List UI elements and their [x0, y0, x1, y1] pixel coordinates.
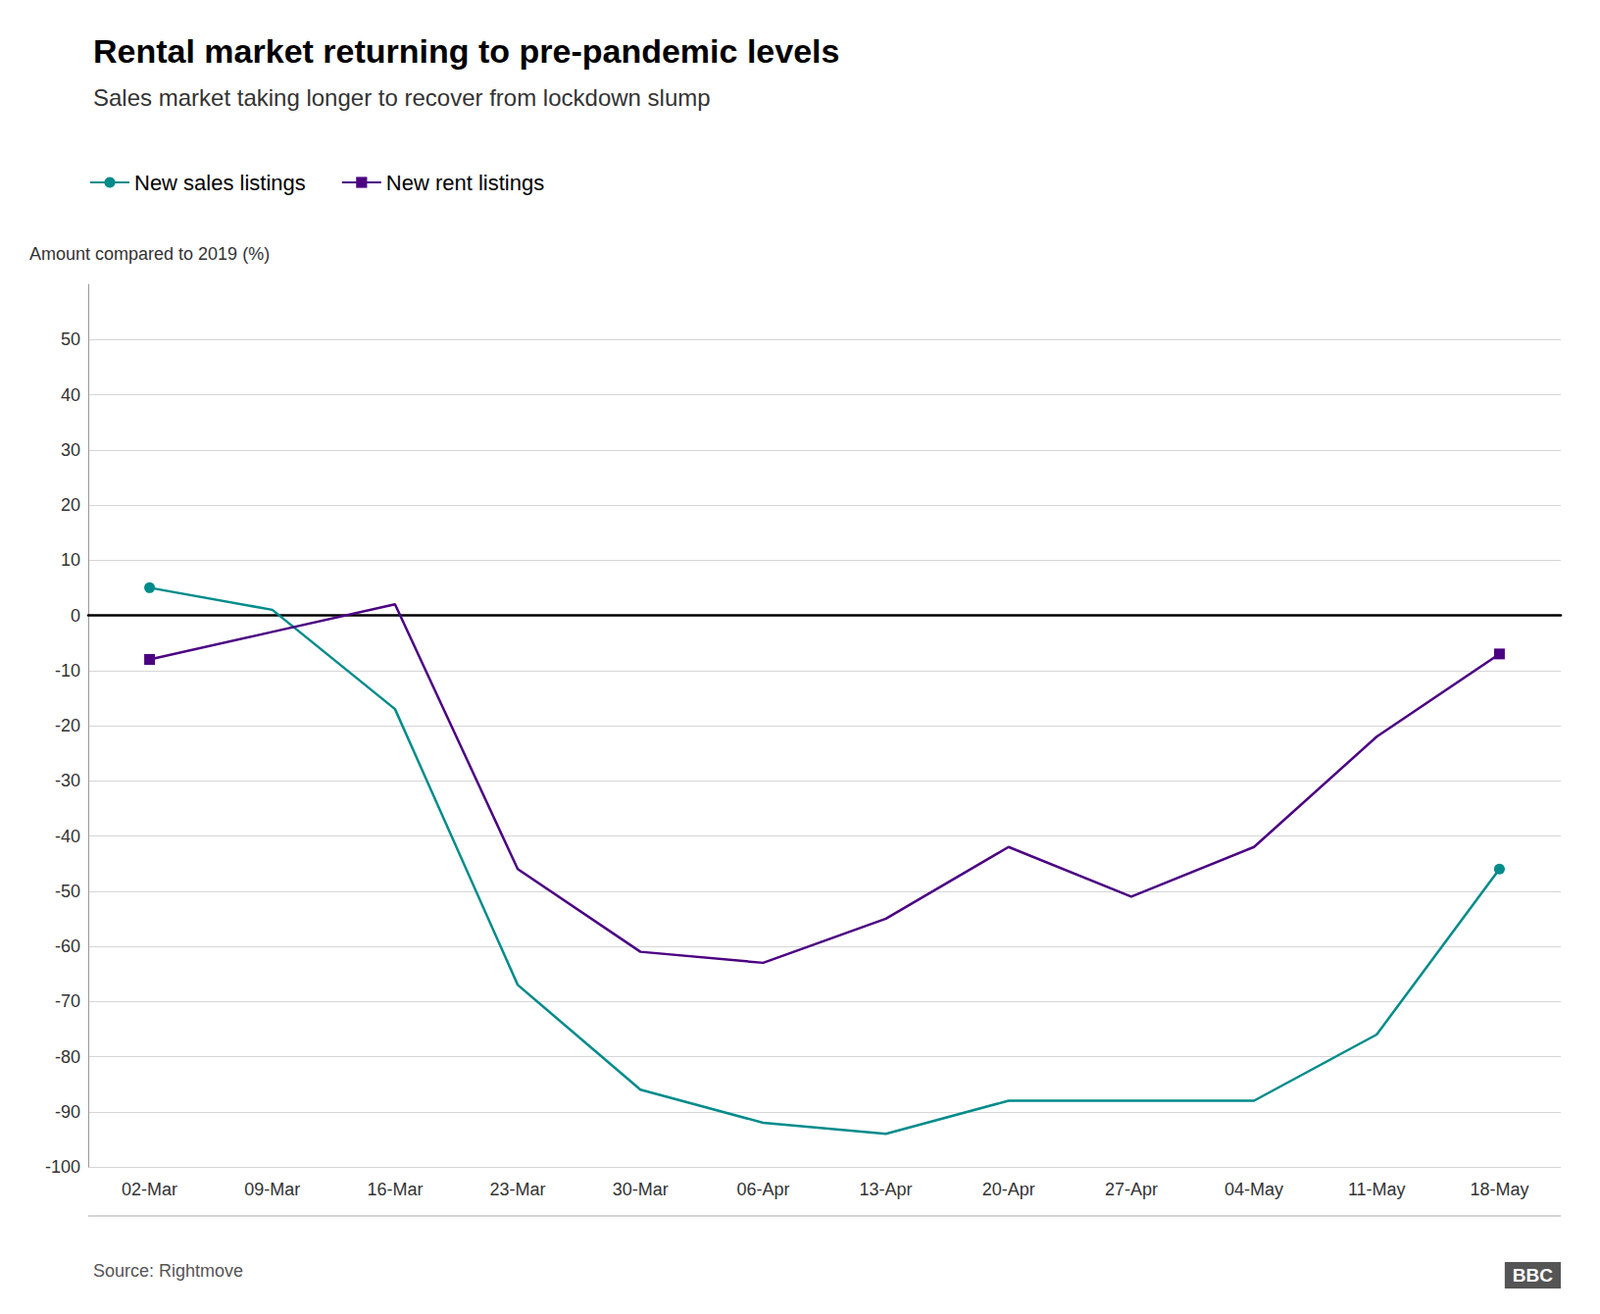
svg-text:-60: -60 — [54, 936, 81, 956]
svg-text:-40: -40 — [54, 826, 81, 847]
svg-text:-70: -70 — [54, 991, 81, 1011]
svg-text:0: 0 — [70, 605, 81, 626]
svg-text:27-Apr: 27-Apr — [1104, 1179, 1158, 1200]
svg-text:40: 40 — [60, 385, 81, 405]
svg-text:30-Mar: 30-Mar — [612, 1179, 669, 1200]
svg-text:09-Mar: 09-Mar — [244, 1179, 300, 1200]
svg-text:20-Apr: 20-Apr — [982, 1179, 1036, 1200]
svg-text:11-May: 11-May — [1348, 1179, 1406, 1200]
svg-text:-90: -90 — [54, 1101, 81, 1122]
svg-text:23-Mar: 23-Mar — [490, 1179, 547, 1200]
svg-text:-100: -100 — [45, 1156, 81, 1177]
svg-text:16-Mar: 16-Mar — [366, 1179, 423, 1200]
svg-text:06-Apr: 06-Apr — [736, 1179, 790, 1200]
svg-text:10: 10 — [60, 550, 81, 570]
svg-text:-10: -10 — [54, 660, 81, 681]
svg-text:Amount compared to 2019 (%): Amount compared to 2019 (%) — [29, 244, 270, 264]
svg-text:-80: -80 — [54, 1047, 81, 1067]
svg-text:04-May: 04-May — [1224, 1179, 1284, 1200]
svg-text:-30: -30 — [54, 770, 81, 791]
svg-text:New rent listings: New rent listings — [386, 170, 545, 196]
svg-text:50: 50 — [60, 329, 81, 350]
svg-text:Source: Rightmove: Source: Rightmove — [93, 1260, 244, 1281]
svg-text:-50: -50 — [54, 881, 81, 901]
svg-text:30: 30 — [60, 440, 81, 460]
svg-text:New sales listings: New sales listings — [134, 170, 306, 196]
svg-text:18-May: 18-May — [1469, 1179, 1529, 1200]
svg-text:-20: -20 — [54, 715, 81, 736]
svg-text:20: 20 — [60, 495, 81, 515]
svg-text:13-Apr: 13-Apr — [859, 1179, 913, 1200]
svg-text:Rental market returning to pre: Rental market returning to pre-pandemic … — [93, 32, 840, 70]
svg-text:BBC: BBC — [1512, 1264, 1553, 1286]
svg-text:Sales market taking longer to: Sales market taking longer to recover fr… — [93, 84, 711, 111]
svg-text:02-Mar: 02-Mar — [121, 1179, 178, 1200]
